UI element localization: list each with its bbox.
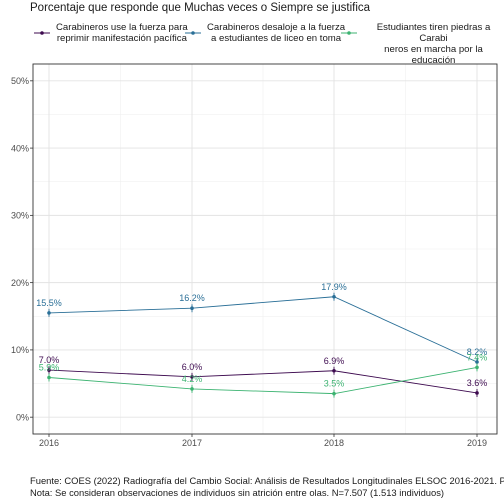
data-label: 16.2% — [179, 293, 205, 303]
legend-item-desalojo-liceo: Carabineros desaloje a la fuerza a estud… — [183, 22, 345, 44]
x-tick-label: 2017 — [182, 438, 202, 448]
legend-label-desalojo-liceo: Carabineros desaloje a la fuerza a estud… — [207, 22, 346, 44]
data-label: 3.6% — [467, 378, 488, 388]
legend-label-fuerza-manifestacion: Carabineros use la fuerza para reprimir … — [56, 22, 188, 44]
data-label: 7.4% — [467, 352, 488, 362]
data-label: 6.9% — [324, 356, 345, 366]
caption-note: Nota: Se consideran observaciones de ind… — [30, 487, 445, 498]
y-tick-label: 20% — [11, 278, 29, 288]
legend-item-piedras-carabineros: Estudiantes tiren piedras a Carabi neros… — [339, 22, 504, 66]
legend-key-fuerza-manifestacion — [34, 31, 50, 35]
x-tick-label: 2019 — [467, 438, 487, 448]
data-label: 17.9% — [321, 282, 347, 292]
y-tick-label: 40% — [11, 143, 29, 153]
x-tick-label: 2016 — [39, 438, 59, 448]
data-label: 4.2% — [182, 374, 203, 384]
chart-title: Porcentaje que responde que Muchas veces… — [30, 2, 371, 14]
legend-label-piedras-carabineros: Estudiantes tiren piedras a Carabi neros… — [376, 22, 491, 66]
legend-key-desalojo-liceo — [185, 31, 201, 35]
caption-source: Fuente: COES (2022) Radiografía del Camb… — [30, 475, 504, 486]
data-label: 5.9% — [39, 362, 60, 372]
data-label: 3.5% — [324, 379, 345, 389]
x-tick-label: 2018 — [324, 438, 344, 448]
y-tick-label: 0% — [16, 412, 29, 422]
data-label: 6.0% — [182, 362, 203, 372]
legend-item-fuerza-manifestacion: Carabineros use la fuerza para reprimir … — [32, 22, 188, 44]
series-line-1 — [48, 296, 478, 363]
data-label: 8.2% — [467, 347, 488, 357]
series-line-0 — [48, 369, 478, 394]
series-line-2 — [48, 366, 478, 395]
data-label: 7.0% — [39, 355, 60, 365]
y-tick-label: 30% — [11, 211, 29, 221]
data-label: 15.5% — [36, 298, 62, 308]
y-tick-label: 10% — [11, 345, 29, 355]
plot-panel-border — [32, 63, 498, 435]
y-tick-label: 50% — [11, 76, 29, 86]
legend-key-piedras-carabineros — [341, 31, 357, 35]
